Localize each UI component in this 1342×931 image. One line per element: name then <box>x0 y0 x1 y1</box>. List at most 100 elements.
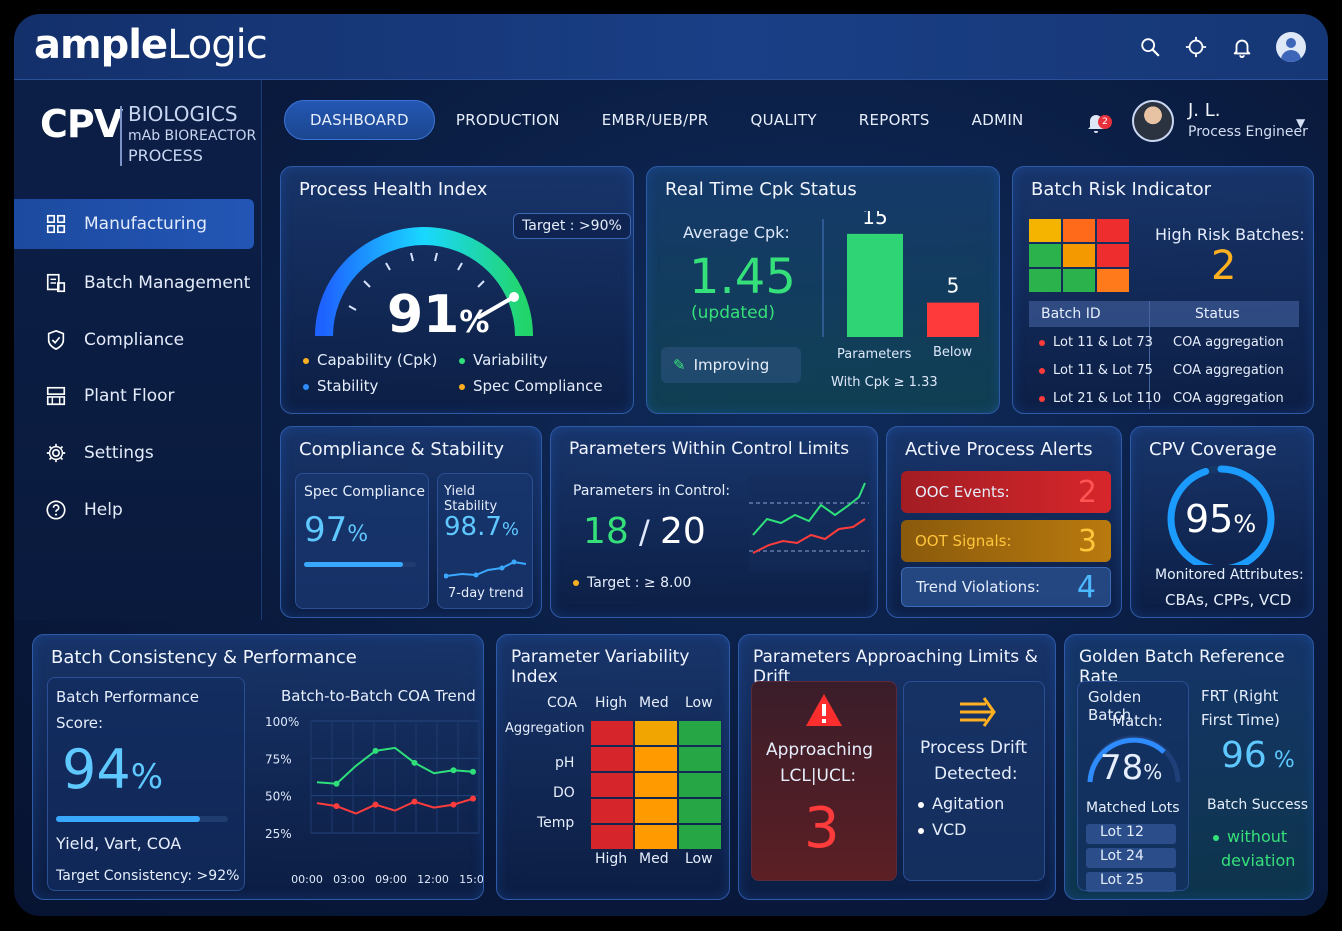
row-label-do: DO <box>553 785 575 801</box>
sidebar-item-label: Manufacturing <box>84 214 208 234</box>
control-target: Target : ≥ 8.00 <box>573 575 691 591</box>
chevron-down-icon[interactable]: ▼ <box>1296 116 1306 130</box>
card-title: Active Process Alerts <box>905 439 1093 460</box>
score-value: 94% <box>62 738 164 801</box>
user-avatar[interactable] <box>1132 100 1174 142</box>
series-point <box>372 747 379 754</box>
user-role: Process Engineer <box>1188 124 1308 140</box>
coa-trend-chart: 100% 75% 50% 25% 00:00 03:00 09:00 12:00 15:00 <box>265 715 484 886</box>
legend-stability: Stability <box>303 377 378 395</box>
batch-consistency-card: Batch Consistency & Performance Batch Pe… <box>32 634 484 900</box>
trend-violation-alert[interactable]: Trend Violations: 4 <box>901 567 1111 607</box>
cpk-bar-value: 5 <box>947 274 960 298</box>
col-header-high: High <box>595 695 628 711</box>
high-risk-label: High Risk Batches: <box>1155 225 1305 244</box>
lot-chip[interactable]: Lot 25 <box>1086 872 1176 892</box>
user-menu[interactable]: 2 J. L. Process Engineer ▼ <box>1084 98 1314 148</box>
tab-embr[interactable]: EMBR/UEB/PR <box>601 111 709 129</box>
warning-triangle-icon <box>806 694 842 726</box>
approaching-limits-panel: Approaching LCL|UCL: 3 <box>751 681 897 881</box>
series-point <box>470 795 476 802</box>
cpk-bar <box>847 233 903 337</box>
sidebar-item-manufacturing[interactable]: Manufacturing <box>14 199 254 249</box>
app-logo[interactable]: ampleLogic <box>34 22 268 68</box>
col-footer-low: Low <box>685 851 713 867</box>
series-point <box>333 780 340 787</box>
match-label-1: Golden Batch <box>1088 688 1142 724</box>
card-title: Batch Consistency & Performance <box>51 647 357 668</box>
target-label: Target : >90% <box>513 213 631 239</box>
series-point <box>372 801 379 808</box>
legend-capability: Capability (Cpk) <box>303 351 437 369</box>
sidebar-item-label: Help <box>84 500 123 520</box>
brand-cpv: CPV <box>40 102 123 146</box>
bar1-label: Parameters <box>837 347 912 362</box>
table-row[interactable]: Lot 11 & Lot 73 <box>1039 335 1153 350</box>
notification-bell-icon[interactable]: 2 <box>1084 110 1112 134</box>
frt-value: 96 % <box>1221 735 1295 776</box>
help-circle-icon <box>44 498 68 522</box>
series-point <box>411 759 418 766</box>
approach-label-2: LCL|UCL: <box>780 766 857 786</box>
lot-chip[interactable]: Lot 12 <box>1086 824 1176 844</box>
batch-success-label: Batch Success <box>1207 797 1309 813</box>
score-metrics: Yield, Vart, COA <box>56 834 182 853</box>
row-status: COA aggregation <box>1173 335 1284 350</box>
card-title: Process Health Index <box>299 179 488 200</box>
search-icon[interactable] <box>1138 35 1162 59</box>
table-row[interactable]: Lot 21 & Lot 110 <box>1039 391 1161 406</box>
drift-card: Parameters Approaching Limits & Drift Ap… <box>738 634 1056 900</box>
legend-variability: Variability <box>459 351 548 369</box>
drift-label-2: Detected: <box>934 764 1018 784</box>
notification-badge: 2 <box>1098 115 1112 129</box>
x-tick-label: 12:00 <box>417 873 449 886</box>
score-label-2: Score: <box>56 714 104 732</box>
matched-lots-label: Matched Lots <box>1086 800 1180 816</box>
spec-progress-bar <box>304 562 416 567</box>
success-line-2: deviation <box>1221 851 1296 870</box>
series-line <box>316 797 474 815</box>
golden-match-gauge <box>1087 735 1181 783</box>
x-tick-label: 03:00 <box>333 873 365 886</box>
shield-check-icon <box>44 328 68 352</box>
compliance-card: Compliance & Stability Spec Compliance 9… <box>280 426 542 618</box>
drift-item: VCD <box>918 820 966 839</box>
bell-icon[interactable] <box>1230 35 1254 59</box>
variability-heatmap <box>591 721 721 849</box>
ooc-alert[interactable]: OOC Events: 2 <box>901 471 1111 513</box>
risk-heat-grid <box>1029 219 1129 292</box>
tab-production[interactable]: PRODUCTION <box>455 111 560 129</box>
sidebar-item-help[interactable]: Help <box>14 485 254 535</box>
card-title: Batch Risk Indicator <box>1031 179 1212 200</box>
control-limits-card: Parameters Within Control Limits Paramet… <box>550 426 878 618</box>
gear-icon <box>44 441 68 465</box>
profile-avatar-icon[interactable] <box>1276 32 1306 62</box>
series-point <box>333 803 340 810</box>
drift-label-1: Process Drift <box>920 738 1028 758</box>
high-risk-value: 2 <box>1211 243 1237 289</box>
oot-alert[interactable]: OOT Signals: 3 <box>901 520 1111 562</box>
tab-quality[interactable]: QUALITY <box>750 111 817 129</box>
brand-line3: PROCESS <box>128 146 203 165</box>
tab-reports[interactable]: REPORTS <box>858 111 930 129</box>
sidebar-item-compliance[interactable]: Compliance <box>14 315 254 365</box>
target-icon[interactable] <box>1184 35 1208 59</box>
card-title: CPV Coverage <box>1149 439 1277 460</box>
y-tick-label: 50% <box>265 790 292 804</box>
tab-admin[interactable]: ADMIN <box>971 111 1024 129</box>
sidebar-item-batch-management[interactable]: Batch Management <box>14 258 254 308</box>
lot-chip[interactable]: Lot 24 <box>1086 848 1176 868</box>
app-window: ampleLogic CPV BIOLOGICS mAb BIOREACTOR … <box>14 14 1328 916</box>
sidebar-item-plant-floor[interactable]: Plant Floor <box>14 371 254 421</box>
series-point <box>470 768 476 775</box>
sidebar-item-settings[interactable]: Settings <box>14 428 254 478</box>
tab-dashboard[interactable]: DASHBOARD <box>284 100 435 140</box>
x-tick-label: 15:00 <box>459 873 484 886</box>
legend-spec-compliance: Spec Compliance <box>459 377 603 395</box>
brand-line1: BIOLOGICS <box>128 102 238 126</box>
match-label-2: Match: <box>1112 712 1163 730</box>
yield-value: 98.7% <box>444 512 519 542</box>
table-row[interactable]: Lot 11 & Lot 75 <box>1039 363 1153 378</box>
y-tick-label: 100% <box>265 715 299 729</box>
in-control-label: Parameters in Control: <box>573 483 731 499</box>
